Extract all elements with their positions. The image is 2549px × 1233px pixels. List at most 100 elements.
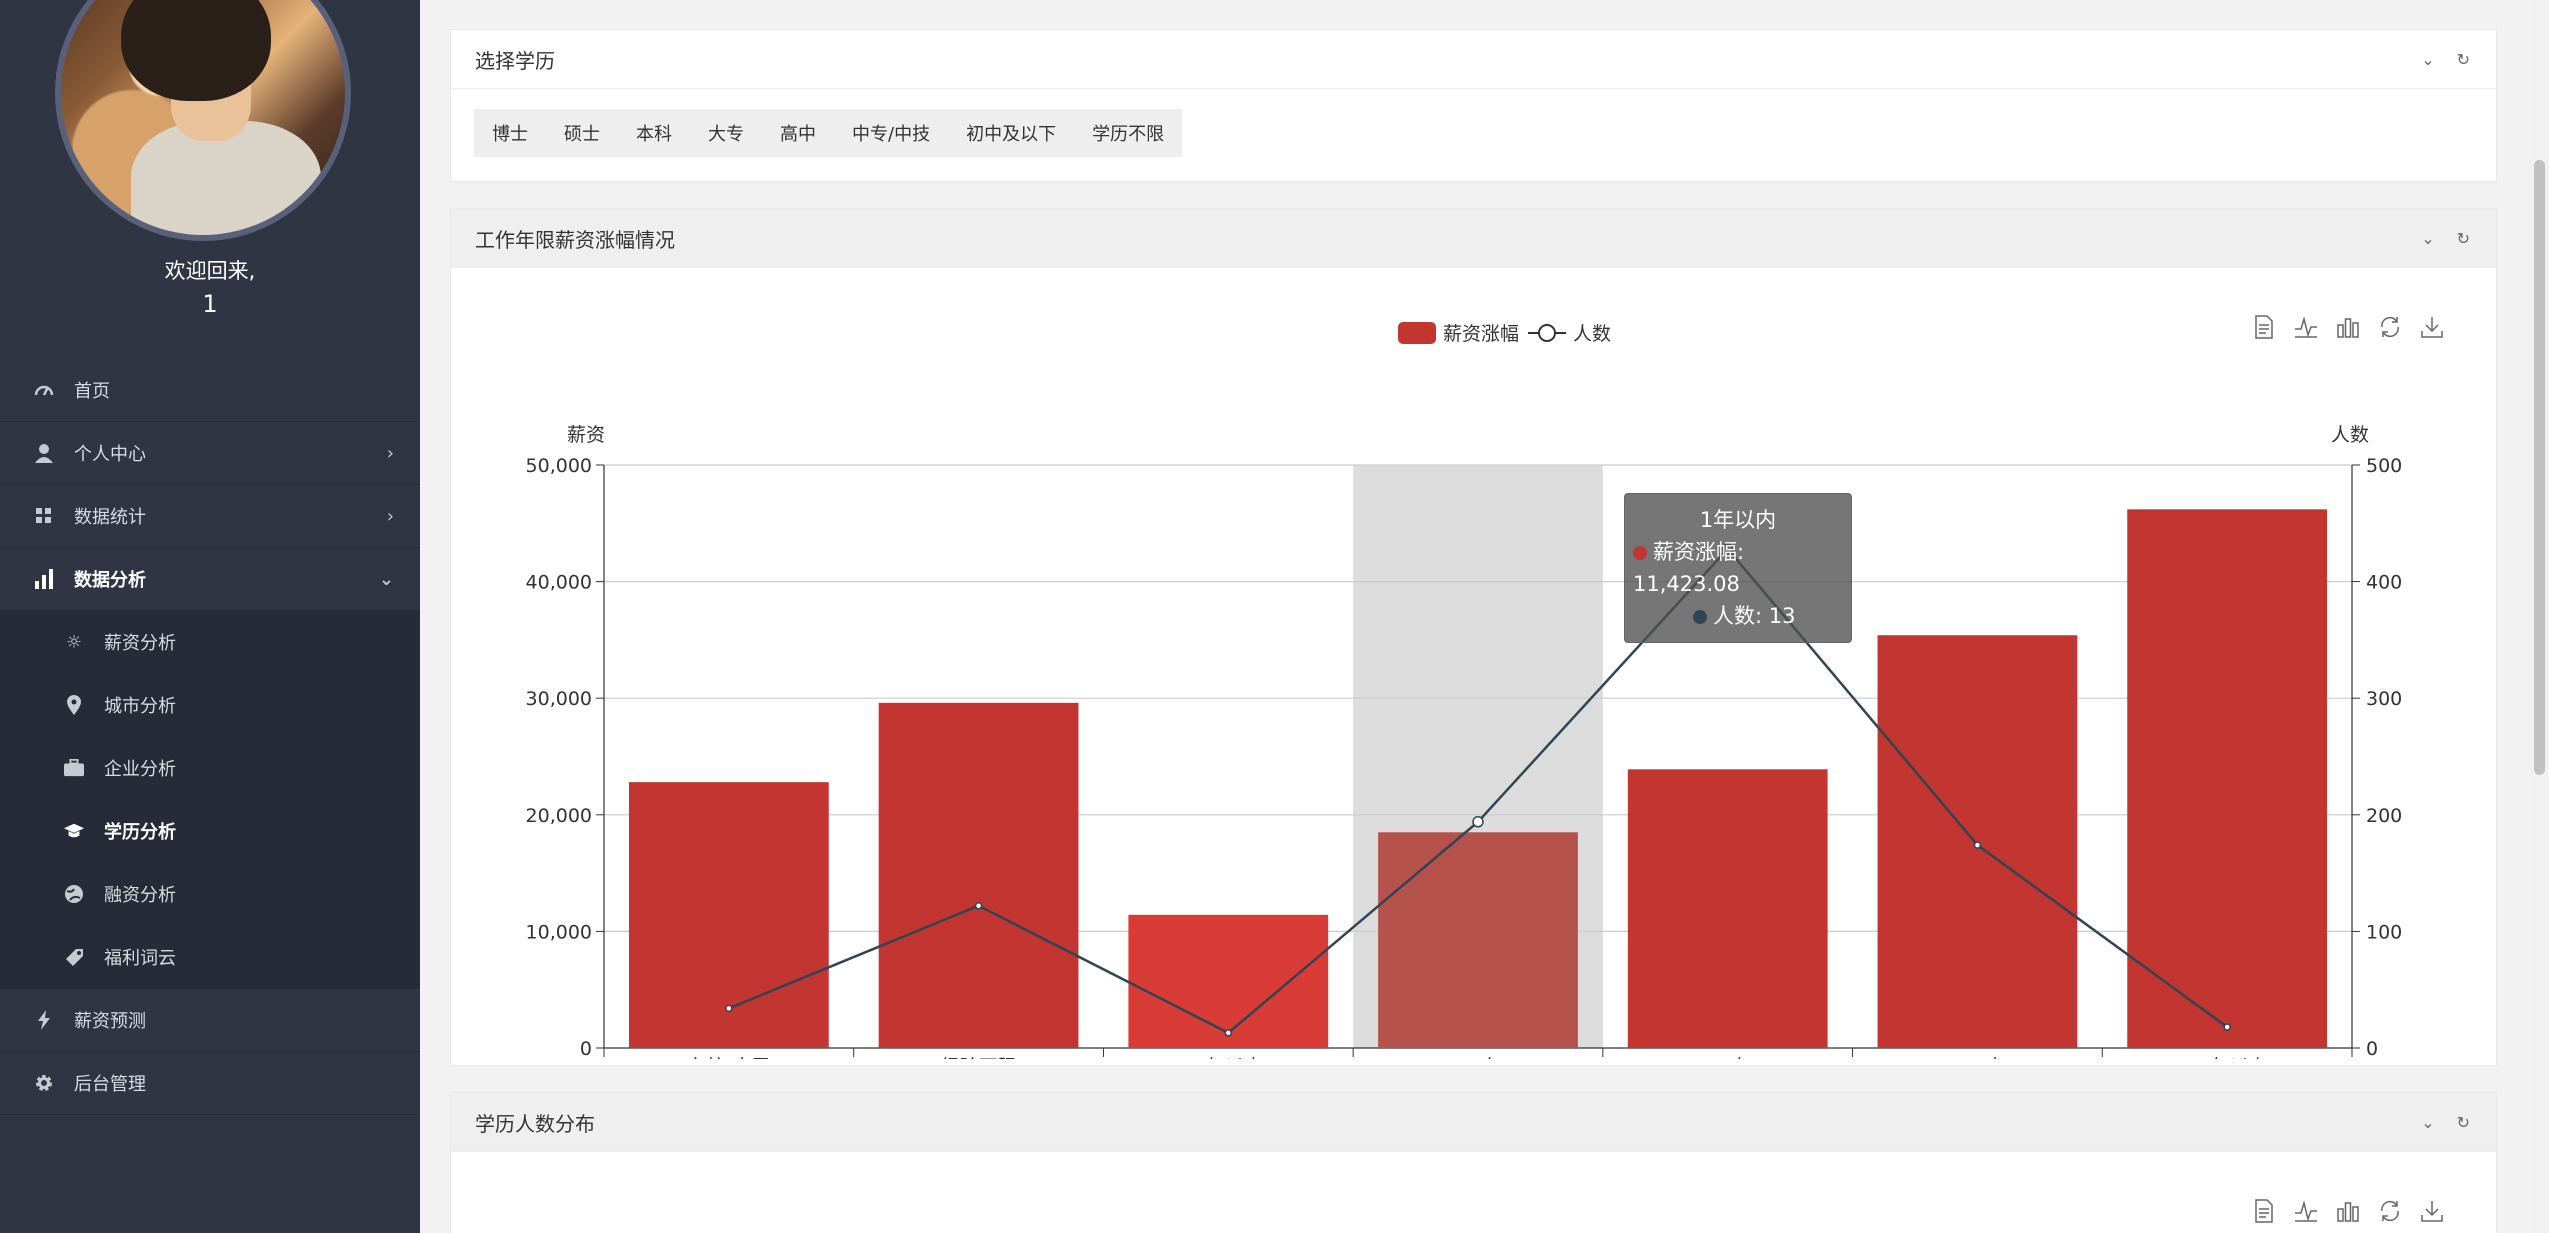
bar <box>2127 509 2328 1048</box>
y-tick-label: 0 <box>580 1038 592 1059</box>
panel-header: 选择学历 ⌄ ↻ <box>451 30 2496 89</box>
sidebar-item-label: 数据分析 <box>74 570 146 591</box>
legend-bar-swatch <box>1398 322 1436 344</box>
education-option[interactable]: 本科 <box>636 124 672 145</box>
collapse-icon[interactable]: ⌄ <box>2421 49 2435 69</box>
x-tick-label: 3-5年 <box>1703 1056 1753 1059</box>
bar <box>1128 914 1329 1048</box>
y-tick-label: 10,000 <box>526 921 592 943</box>
scrollbar-thumb[interactable] <box>2534 160 2545 775</box>
line-chart-icon[interactable] <box>2294 315 2318 339</box>
sidebar-item-label: 福利词云 <box>104 948 176 969</box>
line-point <box>725 1004 733 1013</box>
education-option[interactable]: 学历不限 <box>1092 124 1165 145</box>
education-option[interactable]: 初中及以下 <box>966 124 1057 145</box>
scrollbar[interactable] <box>2530 0 2549 1233</box>
dashboard-icon <box>34 380 54 400</box>
panel-title: 选择学历 <box>475 48 555 73</box>
legend-line-label: 人数 <box>1573 323 1611 345</box>
bar <box>878 702 1079 1048</box>
bar-chart-icon[interactable] <box>2336 1199 2360 1223</box>
sidebar-item-label: 融资分析 <box>104 885 176 906</box>
sidebar-item-benefit-cloud[interactable]: 福利词云 <box>0 926 420 989</box>
data-view-icon[interactable] <box>2252 1199 2276 1223</box>
panel-title: 学历人数分布 <box>475 1111 595 1136</box>
sidebar-item-salary-analysis[interactable]: ☼ 薪资分析 <box>0 611 420 674</box>
line-chart-icon[interactable] <box>2294 1199 2318 1223</box>
collapse-icon[interactable]: ⌄ <box>2421 1112 2435 1132</box>
line-point <box>1472 816 1484 828</box>
bar <box>628 782 829 1048</box>
education-distribution-panel: 学历人数分布 ⌄ ↻ <box>450 1092 2497 1233</box>
refresh-icon[interactable]: ↻ <box>2456 228 2470 248</box>
y2-tick-label: 300 <box>2366 688 2402 710</box>
y-tick-label: 30,000 <box>526 688 592 710</box>
x-tick-label: 1年以内 <box>1194 1056 1263 1059</box>
refresh-icon[interactable]: ↻ <box>2456 49 2470 69</box>
line-point <box>1224 1029 1233 1037</box>
education-select-panel: 选择学历 ⌄ ↻ 博士 硕士 本科 大专 高中 中专/中技 初中及以下 学历不限 <box>450 29 2497 182</box>
chevron-right-icon: › <box>386 442 394 464</box>
chart-tooltip: 1年以内 薪资涨幅: 11,423.08 人数: 13 <box>1624 493 1852 643</box>
sidebar-item-label: 个人中心 <box>74 444 146 465</box>
data-view-icon[interactable] <box>2252 315 2276 339</box>
user-icon <box>34 443 54 463</box>
sidebar-item-salary-prediction[interactable]: 薪资预测 <box>0 989 420 1052</box>
sidebar-item-city-analysis[interactable]: 城市分析 <box>0 674 420 737</box>
x-tick-label: 1-3年 <box>1453 1056 1503 1059</box>
sidebar-item-financing-analysis[interactable]: 融资分析 <box>0 863 420 926</box>
sidebar-item-admin[interactable]: 后台管理 <box>0 1052 420 1115</box>
legend-bar-label: 薪资涨幅 <box>1443 323 1519 345</box>
download-icon[interactable] <box>2420 315 2444 339</box>
sidebar-item-statistics[interactable]: 数据统计 › <box>0 485 420 548</box>
bar-chart-icon[interactable] <box>2336 315 2360 339</box>
x-tick-label: 5-10年 <box>1946 1056 2008 1059</box>
sidebar-item-label: 薪资预测 <box>74 1011 146 1032</box>
sidebar-item-label: 后台管理 <box>74 1074 146 1095</box>
collapse-icon[interactable]: ⌄ <box>2421 228 2435 248</box>
avatar[interactable] <box>55 0 351 241</box>
download-icon[interactable] <box>2420 1199 2444 1223</box>
panel-title: 工作年限薪资涨幅情况 <box>475 227 675 252</box>
education-option[interactable]: 大专 <box>708 124 744 145</box>
sidebar-item-personal[interactable]: 个人中心 › <box>0 422 420 485</box>
education-option[interactable]: 博士 <box>492 124 528 145</box>
y-axis-label: 薪资 <box>567 424 605 446</box>
tooltip-title: 1年以内 <box>1699 508 1777 532</box>
bar-chart-icon <box>34 569 54 589</box>
line-point <box>1973 841 1982 849</box>
y2-tick-label: 200 <box>2366 805 2402 827</box>
y-tick-label: 20,000 <box>526 805 592 827</box>
panel-header: 工作年限薪资涨幅情况 ⌄ ↻ <box>451 209 2496 268</box>
tooltip-line-value: 人数: 13 <box>1713 604 1796 628</box>
education-option[interactable]: 中专/中技 <box>852 124 931 145</box>
education-options: 博士 硕士 本科 大专 高中 中专/中技 初中及以下 学历不限 <box>474 109 1183 157</box>
sidebar-item-analysis[interactable]: 数据分析 ⌄ <box>0 548 420 611</box>
education-option[interactable]: 硕士 <box>564 124 600 145</box>
bar <box>1378 832 1578 1048</box>
salary-growth-chart: 0 0 10,000 100 20,000 200 30,000 300 40,000 400 50… <box>526 322 2402 1059</box>
bolt-icon <box>34 1010 54 1030</box>
sidebar-item-label: 学历分析 <box>104 822 176 843</box>
sidebar-item-label: 首页 <box>74 381 110 402</box>
briefcase-icon <box>64 758 84 778</box>
sidebar-item-education-analysis[interactable]: 学历分析 <box>0 800 420 863</box>
location-pin-icon <box>64 695 84 715</box>
sidebar-item-company-analysis[interactable]: 企业分析 <box>0 737 420 800</box>
sun-icon: ☼ <box>65 631 83 653</box>
main-content: 选择学历 ⌄ ↻ 博士 硕士 本科 大专 高中 中专/中技 初中及以下 学历不限… <box>420 0 2530 1233</box>
sidebar-item-home[interactable]: 首页 <box>0 359 420 422</box>
grid-icon <box>34 506 54 526</box>
panel-header: 学历人数分布 ⌄ ↻ <box>451 1093 2496 1152</box>
bar <box>1627 769 1828 1048</box>
restore-icon[interactable] <box>2378 315 2402 339</box>
education-option[interactable]: 高中 <box>780 124 816 145</box>
x-tick-label: 10年以上 <box>2187 1056 2268 1059</box>
restore-icon[interactable] <box>2378 1199 2402 1223</box>
x-tick-label: 经验不限 <box>941 1056 1017 1059</box>
y-tick-label: 50,000 <box>526 455 592 477</box>
line-point <box>2223 1023 2231 1031</box>
tooltip-bar-dot <box>1633 546 1647 560</box>
tag-icon <box>64 947 84 967</box>
refresh-icon[interactable]: ↻ <box>2456 1112 2470 1132</box>
